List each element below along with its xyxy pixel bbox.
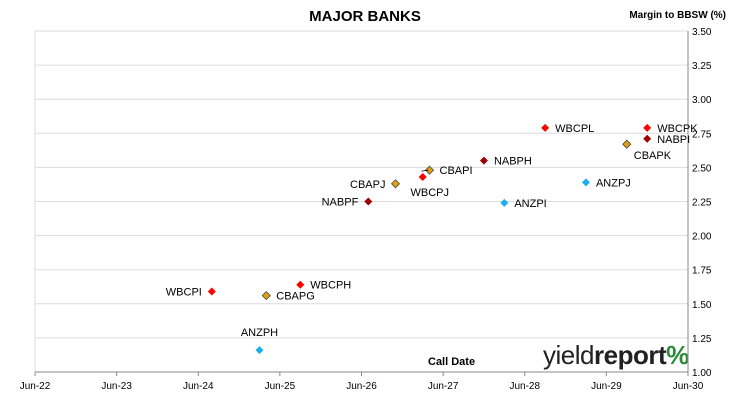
y-tick-label: 2.75 <box>692 129 712 140</box>
data-label: NABPH <box>494 156 532 168</box>
data-label: CBAPJ <box>350 179 385 191</box>
data-label: ANZPJ <box>596 177 631 189</box>
y-tick-label: 2.50 <box>692 163 712 174</box>
data-point <box>479 156 488 165</box>
data-label: CBAPI <box>440 165 473 177</box>
data-point <box>643 134 652 143</box>
data-point <box>424 165 435 175</box>
data-point <box>622 139 632 149</box>
y-tick-label: 3.00 <box>692 95 712 106</box>
x-axis-label: Call Date <box>428 356 476 368</box>
data-label: ANZPH <box>241 327 278 339</box>
logo-percent-icon: % <box>666 340 689 370</box>
leader-line <box>421 169 429 172</box>
data-point <box>207 287 216 296</box>
x-tick-label: Jun-27 <box>428 381 459 392</box>
x-tick-label: Jun-30 <box>673 381 704 392</box>
x-tick-label: Jun-29 <box>591 381 622 392</box>
y-tick-label: 1.25 <box>692 334 712 345</box>
logo-text-yield: yield <box>543 340 594 370</box>
y-tick-label: 1.75 <box>692 266 712 277</box>
y-tick-label: 2.00 <box>692 232 712 243</box>
data-label: WBCPI <box>166 287 202 299</box>
y-tick-label: 1.00 <box>692 368 712 379</box>
x-tick-label: Jun-25 <box>265 381 296 392</box>
data-label: WBCPL <box>555 123 594 135</box>
data-label: WBCPK <box>657 123 698 135</box>
data-label: ANZPI <box>514 198 546 210</box>
data-point <box>643 123 652 132</box>
data-label: NABPF <box>322 197 359 209</box>
data-label: CBAPK <box>634 150 672 162</box>
data-point <box>261 291 271 301</box>
data-point <box>581 178 590 187</box>
data-point <box>390 179 401 189</box>
y-tick-label: 3.25 <box>692 61 712 72</box>
yieldreport-logo: yieldreport% <box>543 340 689 371</box>
y-tick-label: 2.25 <box>692 198 712 209</box>
x-tick-label: Jun-28 <box>509 381 540 392</box>
data-label: WBCPH <box>310 280 351 292</box>
logo-text-report: report <box>593 340 667 370</box>
data-point <box>500 198 509 207</box>
y-axis-label: Margin to BBSW (%) <box>629 10 726 21</box>
data-point <box>418 172 427 181</box>
y-tick-label: 1.50 <box>692 300 712 311</box>
data-label: WBCPJ <box>410 187 449 199</box>
x-tick-label: Jun-22 <box>20 381 51 392</box>
x-tick-label: Jun-26 <box>346 381 377 392</box>
y-tick-label: 3.50 <box>692 27 712 38</box>
x-tick-label: Jun-23 <box>101 381 132 392</box>
x-tick-label: Jun-24 <box>183 381 214 392</box>
data-label: CBAPG <box>276 291 315 303</box>
data-point <box>296 280 305 289</box>
data-label: NABPI <box>657 134 690 146</box>
chart-title: MAJOR BANKS <box>309 8 421 25</box>
data-point <box>364 197 373 206</box>
data-point <box>541 123 550 132</box>
data-point <box>255 346 264 355</box>
